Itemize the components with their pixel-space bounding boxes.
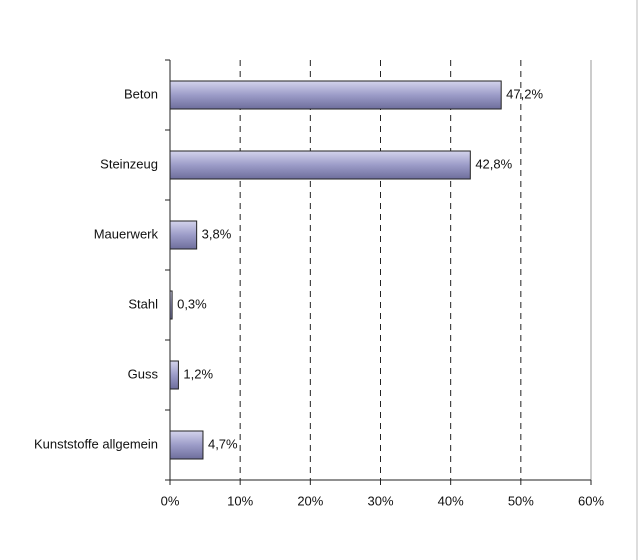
y-tick-label: Beton bbox=[124, 86, 158, 101]
bar bbox=[169, 80, 502, 110]
value-label: 42,8% bbox=[475, 156, 512, 171]
x-tick-label: 40% bbox=[438, 493, 464, 508]
x-tick-label: 20% bbox=[297, 493, 323, 508]
value-label: 3,8% bbox=[202, 226, 232, 241]
bar bbox=[169, 220, 198, 250]
value-label: 0,3% bbox=[177, 296, 207, 311]
bar bbox=[169, 150, 471, 180]
x-tick-label: 60% bbox=[578, 493, 604, 508]
y-tick-label: Kunststoffe allgemein bbox=[34, 436, 158, 451]
y-tick-label: Stahl bbox=[128, 296, 158, 311]
bar bbox=[169, 430, 204, 460]
value-label: 4,7% bbox=[208, 436, 238, 451]
bar bbox=[169, 290, 173, 320]
x-tick-label: 0% bbox=[161, 493, 180, 508]
value-label: 47,2% bbox=[506, 86, 543, 101]
y-tick-label: Guss bbox=[128, 366, 159, 381]
y-tick-label: Mauerwerk bbox=[94, 226, 159, 241]
x-tick-label: 10% bbox=[227, 493, 253, 508]
value-label: 1,2% bbox=[183, 366, 213, 381]
x-tick-label: 50% bbox=[508, 493, 534, 508]
bar bbox=[169, 360, 179, 390]
y-tick-label: Steinzeug bbox=[100, 156, 158, 171]
x-tick-label: 30% bbox=[367, 493, 393, 508]
